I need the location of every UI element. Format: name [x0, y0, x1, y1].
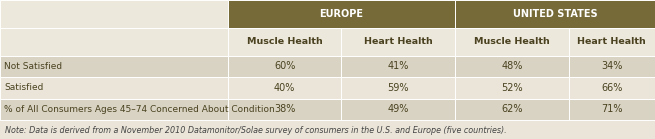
Bar: [0, 56, 228, 77]
Text: Muscle Health: Muscle Health: [247, 37, 322, 46]
Text: Note: Data is derived from a November 2010 Datamonitor/Solae survey of consumers: Note: Data is derived from a November 20…: [5, 126, 507, 135]
Text: 71%: 71%: [601, 105, 622, 114]
Bar: [228, 56, 341, 77]
Bar: [455, 56, 569, 77]
Bar: [341, 99, 455, 120]
Bar: [569, 77, 655, 99]
Bar: [228, 77, 341, 99]
Bar: [228, 28, 341, 56]
Text: Heart Health: Heart Health: [578, 37, 646, 46]
Text: 49%: 49%: [388, 105, 409, 114]
Text: 62%: 62%: [501, 105, 523, 114]
Bar: [0, 28, 228, 56]
Bar: [455, 77, 569, 99]
Bar: [341, 77, 455, 99]
Bar: [569, 28, 655, 56]
Bar: [228, 0, 455, 28]
Text: Heart Health: Heart Health: [364, 37, 432, 46]
Text: 41%: 41%: [388, 61, 409, 71]
Text: 66%: 66%: [601, 83, 622, 93]
Bar: [228, 99, 341, 120]
Text: 52%: 52%: [501, 83, 523, 93]
Bar: [455, 99, 569, 120]
Text: 59%: 59%: [388, 83, 409, 93]
Text: 48%: 48%: [501, 61, 523, 71]
Text: 38%: 38%: [274, 105, 295, 114]
Text: 40%: 40%: [274, 83, 295, 93]
Bar: [0, 99, 228, 120]
Text: 34%: 34%: [601, 61, 622, 71]
Bar: [455, 0, 655, 28]
Bar: [341, 56, 455, 77]
Text: % of All Consumers Ages 45–74 Concerned About Condition: % of All Consumers Ages 45–74 Concerned …: [4, 105, 274, 114]
Bar: [455, 28, 569, 56]
Bar: [341, 28, 455, 56]
Text: Satisfied: Satisfied: [4, 83, 43, 92]
Text: Not Satisfied: Not Satisfied: [4, 62, 62, 71]
Bar: [0, 77, 228, 99]
Bar: [569, 56, 655, 77]
Text: Muscle Health: Muscle Health: [474, 37, 550, 46]
Bar: [569, 99, 655, 120]
Text: EUROPE: EUROPE: [320, 9, 364, 19]
Bar: [0, 0, 228, 28]
Text: 60%: 60%: [274, 61, 295, 71]
Text: UNITED STATES: UNITED STATES: [513, 9, 597, 19]
